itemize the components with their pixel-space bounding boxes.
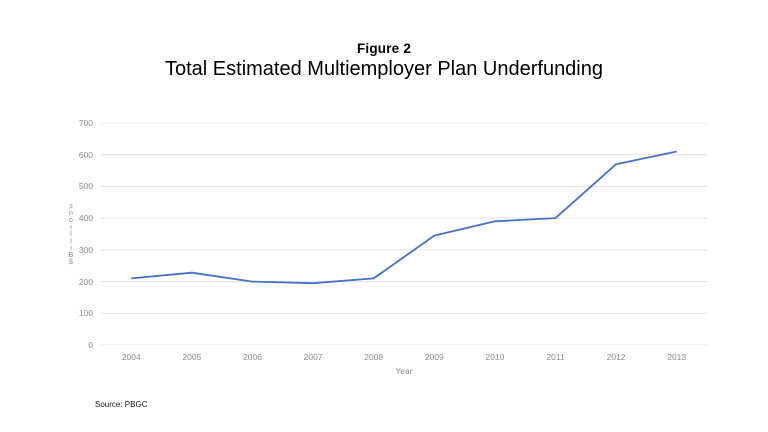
y-axis-title-char: l (70, 231, 72, 238)
x-tick-label: 2007 (303, 352, 323, 362)
plot-svg (101, 123, 707, 345)
y-tick-label: 100 (78, 308, 93, 319)
x-tick-label: 2011 (546, 352, 565, 362)
y-axis-title-char: B (68, 252, 74, 259)
x-axis-title: Year (395, 366, 413, 376)
chart-subtitle: Total Estimated Multiemployer Plan Under… (165, 58, 603, 80)
y-tick-label: 600 (78, 149, 93, 160)
y-axis-title-char: s (69, 203, 73, 210)
x-tick-label: 2004 (121, 352, 141, 362)
y-axis-title-char: o (69, 217, 73, 224)
x-tick-label: 2005 (182, 352, 202, 362)
y-tick-label: 200 (78, 276, 93, 287)
figure-label: Figure 2 (356, 41, 412, 56)
x-tick-label: 2012 (606, 352, 626, 362)
y-tick-label: 300 (78, 244, 93, 255)
source-note: Source: PBGC (95, 400, 148, 409)
y-tick-label: 400 (78, 213, 93, 224)
y-tick-label: 0 (88, 340, 93, 350)
x-tick-label: 2009 (424, 352, 444, 362)
x-tick-label: 2010 (485, 352, 505, 362)
x-tick-label: 2008 (364, 352, 384, 362)
y-axis-title-char: $ (69, 259, 73, 266)
x-tick-label: 2013 (667, 352, 687, 362)
y-tick-label: 700 (78, 118, 93, 128)
y-axis-title-char: i (70, 245, 72, 252)
underfunding-line (131, 150, 677, 285)
y-axis-title-char: l (70, 238, 72, 245)
y-tick-label: 500 (78, 181, 93, 192)
y-axis-title-char: n (69, 210, 73, 217)
y-axis-title: s n o i l l i B $ (64, 203, 78, 266)
x-tick-label: 2006 (243, 352, 262, 362)
y-axis-title-char: i (70, 224, 72, 231)
chart-title-block: Figure 2 Total Estimated Multiemployer P… (0, 41, 768, 81)
